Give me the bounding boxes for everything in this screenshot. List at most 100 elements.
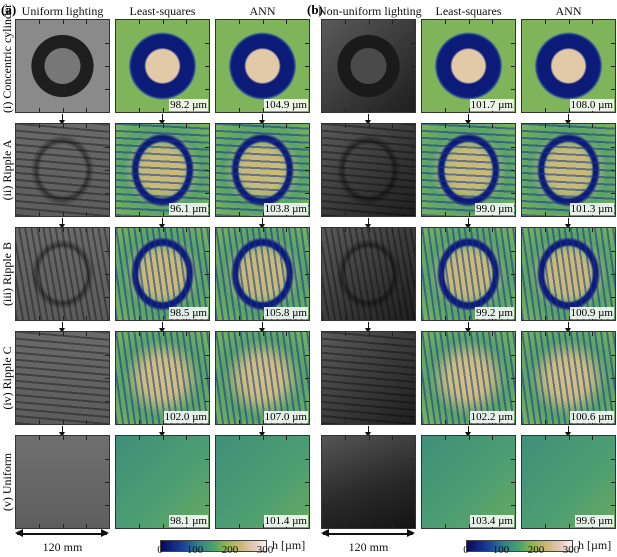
axis-tick bbox=[205, 89, 209, 90]
colorbar-tick-a-2: 200 bbox=[221, 544, 239, 556]
axis-tick bbox=[345, 524, 347, 528]
axis-tick bbox=[345, 436, 347, 440]
axis-tick bbox=[205, 459, 209, 460]
column-header-b-1: Least-squares bbox=[435, 4, 502, 18]
photo-b-4 bbox=[321, 435, 416, 529]
least-squares-map-b-3: 102.2 µm bbox=[421, 331, 516, 425]
axis-tick bbox=[468, 420, 470, 424]
axis-tick bbox=[285, 436, 287, 440]
axis-tick bbox=[391, 20, 393, 24]
axis-tick bbox=[205, 66, 209, 67]
axis-tick bbox=[305, 459, 309, 460]
axis-tick bbox=[162, 212, 164, 216]
axis-tick bbox=[205, 147, 209, 148]
axis-tick bbox=[568, 212, 570, 216]
axis-tick bbox=[545, 228, 547, 232]
axis-tick bbox=[545, 212, 547, 216]
colorbar-tick-b-2: 200 bbox=[527, 544, 545, 556]
axis-tick bbox=[445, 524, 447, 528]
axis-tick bbox=[368, 212, 370, 216]
axis-tick bbox=[205, 401, 209, 402]
axis-tick bbox=[205, 297, 209, 298]
colorbar-tick-a-1: 100 bbox=[186, 544, 204, 556]
axis-tick bbox=[62, 436, 64, 440]
axis-tick bbox=[391, 316, 393, 320]
axis-tick bbox=[511, 482, 515, 483]
axis-tick bbox=[591, 436, 593, 440]
axis-tick bbox=[239, 420, 241, 424]
axis-tick bbox=[39, 316, 41, 320]
axis-tick bbox=[305, 66, 309, 67]
axis-tick bbox=[511, 355, 515, 356]
axis-tick bbox=[468, 228, 470, 232]
axis-tick bbox=[545, 20, 547, 24]
axis-tick bbox=[511, 251, 515, 252]
axis-tick bbox=[305, 297, 309, 298]
axis-tick bbox=[139, 212, 141, 216]
axis-tick bbox=[411, 66, 415, 67]
axis-tick bbox=[411, 355, 415, 356]
axis-tick bbox=[391, 108, 393, 112]
mean-height-label: 96.1 µm bbox=[169, 203, 208, 215]
axis-tick bbox=[491, 124, 493, 128]
down-arrow bbox=[565, 426, 571, 437]
axis-tick bbox=[139, 108, 141, 112]
axis-tick bbox=[468, 316, 470, 320]
axis-tick bbox=[239, 524, 241, 528]
row-label-4: (v) Uniform bbox=[0, 452, 14, 512]
axis-tick bbox=[185, 124, 187, 128]
axis-tick bbox=[105, 274, 109, 275]
axis-tick bbox=[411, 274, 415, 275]
down-arrow bbox=[465, 114, 471, 125]
axis-tick bbox=[345, 228, 347, 232]
axis-tick bbox=[545, 124, 547, 128]
scale-bar-label-a: 120 mm bbox=[42, 540, 83, 554]
axis-tick bbox=[162, 20, 164, 24]
axis-tick bbox=[105, 147, 109, 148]
least-squares-map-a-4: 98.1 µm bbox=[115, 435, 210, 529]
axis-tick bbox=[85, 420, 87, 424]
axis-tick bbox=[39, 436, 41, 440]
axis-tick bbox=[611, 170, 615, 171]
axis-tick bbox=[62, 108, 64, 112]
axis-tick bbox=[368, 316, 370, 320]
axis-tick bbox=[305, 274, 309, 275]
mean-height-label: 101.4 µm bbox=[263, 515, 308, 527]
axis-tick bbox=[411, 378, 415, 379]
axis-tick bbox=[105, 193, 109, 194]
axis-tick bbox=[611, 505, 615, 506]
axis-tick bbox=[239, 332, 241, 336]
axis-tick bbox=[105, 355, 109, 356]
axis-tick bbox=[445, 20, 447, 24]
mean-height-label: 103.8 µm bbox=[263, 203, 308, 215]
axis-tick bbox=[205, 251, 209, 252]
least-squares-map-b-2: 99.2 µm bbox=[421, 227, 516, 321]
axis-tick bbox=[611, 43, 615, 44]
axis-tick bbox=[491, 332, 493, 336]
axis-tick bbox=[139, 316, 141, 320]
axis-tick bbox=[468, 524, 470, 528]
scale-bar-label-b: 120 mm bbox=[348, 540, 389, 554]
axis-tick bbox=[162, 316, 164, 320]
axis-tick bbox=[139, 20, 141, 24]
down-arrow bbox=[259, 114, 265, 125]
axis-tick bbox=[445, 316, 447, 320]
photo-b-0 bbox=[321, 19, 416, 113]
axis-tick bbox=[85, 212, 87, 216]
mean-height-label: 98.2 µm bbox=[169, 99, 208, 111]
photo-a-1 bbox=[15, 123, 110, 217]
mean-height-label: 104.9 µm bbox=[263, 99, 308, 111]
axis-tick bbox=[62, 212, 64, 216]
axis-tick bbox=[345, 212, 347, 216]
axis-tick bbox=[239, 316, 241, 320]
axis-tick bbox=[139, 124, 141, 128]
column-header-b-0: Non-uniform lighting bbox=[318, 4, 422, 18]
photo-a-2 bbox=[15, 227, 110, 321]
axis-tick bbox=[545, 316, 547, 320]
row-label-1: (ii) Ripple A bbox=[0, 139, 14, 201]
mean-height-label: 99.2 µm bbox=[475, 307, 514, 319]
axis-tick bbox=[262, 316, 264, 320]
axis-tick bbox=[445, 212, 447, 216]
axis-tick bbox=[568, 420, 570, 424]
